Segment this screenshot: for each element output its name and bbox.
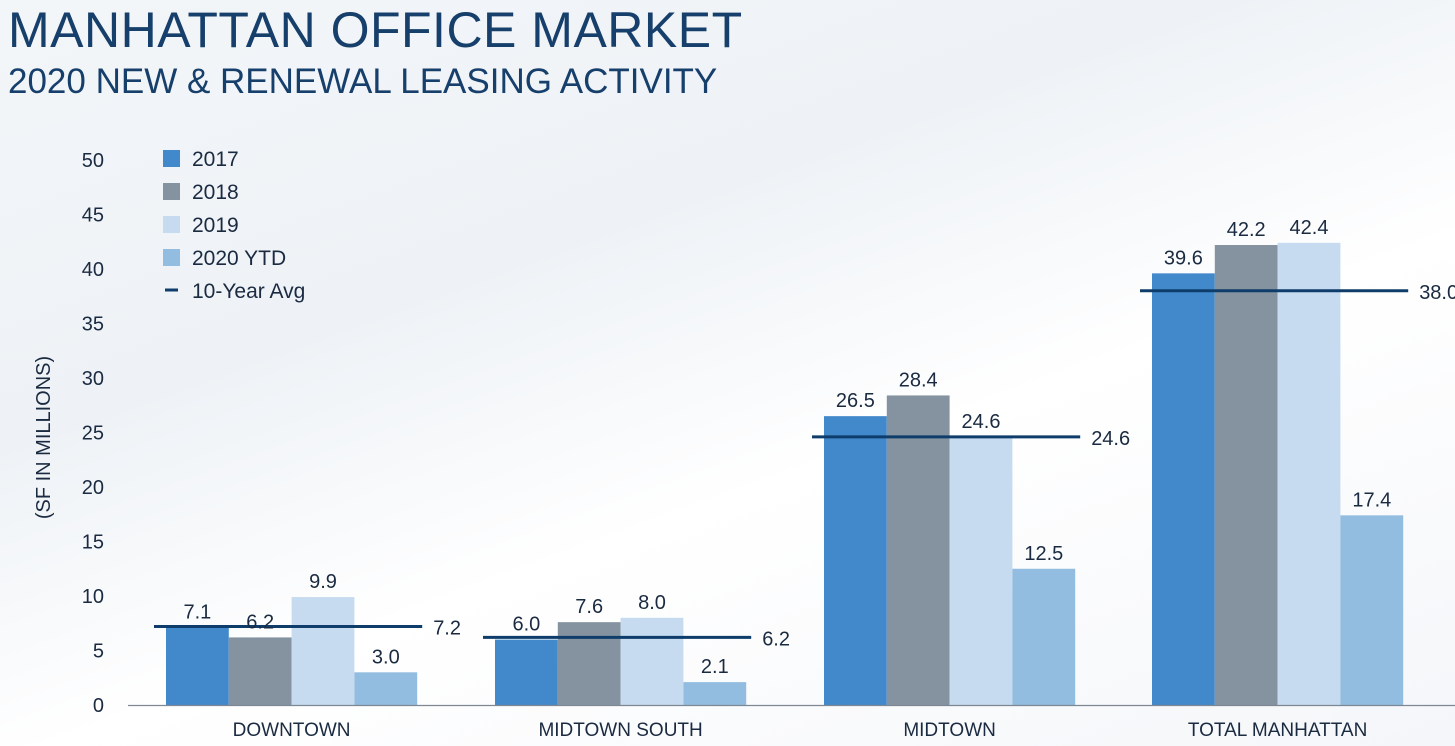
bar — [166, 627, 229, 705]
bar — [228, 637, 292, 705]
x-category-label: MIDTOWN SOUTH — [538, 720, 702, 741]
bar — [683, 682, 747, 705]
ten-year-avg-label: 7.2 — [433, 618, 461, 640]
bar — [620, 617, 684, 705]
y-tick-label: 30 — [82, 368, 104, 390]
y-tick-label: 10 — [82, 586, 104, 608]
legend-swatch — [163, 183, 180, 200]
bar-value-label: 39.6 — [1164, 247, 1203, 269]
legend-label: 2019 — [192, 214, 239, 237]
bar — [291, 597, 355, 705]
bar-value-label: 42.2 — [1227, 219, 1266, 241]
bar-series — [166, 242, 1404, 705]
bar-value-label: 12.5 — [1024, 543, 1063, 565]
x-category-label: DOWNTOWN — [233, 720, 351, 741]
bar — [949, 436, 1013, 705]
bar — [1214, 245, 1278, 705]
bar — [1340, 515, 1404, 705]
bar — [495, 639, 558, 705]
y-tick-label: 40 — [82, 259, 104, 281]
legend-swatch — [163, 249, 180, 266]
bar-value-label: 3.0 — [372, 646, 400, 668]
ten-year-avg-label: 38.0 — [1419, 282, 1455, 304]
bar — [354, 672, 418, 705]
ten-year-avg-label: 6.2 — [762, 628, 790, 650]
bar — [1277, 242, 1341, 705]
x-axis: DOWNTOWN MIDTOWN SOUTH MIDTOWN TOTAL MANHAT… — [128, 704, 1455, 741]
bar-value-label: 42.4 — [1290, 217, 1329, 239]
y-axis-title: (SF IN MILLIONS) — [33, 356, 55, 519]
bar — [824, 416, 887, 705]
y-axis: 0 5 10 15 20 25 30 35 40 45 50 (SF IN MILLIONS) — [33, 150, 104, 717]
ten-year-avg-lines — [154, 289, 1409, 639]
x-category-label: MIDTOWN — [903, 720, 996, 741]
y-tick-label: 25 — [82, 423, 104, 445]
legend-label: 2018 — [192, 181, 239, 204]
legend-label: 10-Year Avg — [192, 280, 305, 303]
bar — [886, 395, 950, 705]
legend-label: 2017 — [192, 148, 239, 171]
bar-value-label: 7.6 — [575, 596, 603, 618]
y-tick-label: 5 — [93, 641, 104, 663]
x-category-label: TOTAL MANHATTAN — [1188, 720, 1367, 741]
bar-value-label: 6.2 — [246, 611, 274, 633]
bar-value-label: 2.1 — [701, 656, 729, 678]
legend-label: 2020 YTD — [192, 247, 286, 270]
bar — [1012, 568, 1076, 705]
bar-value-label: 9.9 — [309, 571, 337, 593]
page-subtitle: 2020 NEW & RENEWAL LEASING ACTIVITY — [8, 62, 718, 101]
ten-year-avg-label: 24.6 — [1091, 428, 1130, 450]
bar-value-label: 8.0 — [638, 592, 666, 614]
legend-swatch — [163, 216, 180, 233]
bar — [557, 622, 621, 705]
y-tick-label: 45 — [82, 205, 104, 227]
legend-swatch — [163, 150, 180, 167]
bar-value-label: 24.6 — [962, 411, 1001, 433]
bar — [1152, 273, 1215, 705]
y-tick-label: 35 — [82, 314, 104, 336]
bar-value-label: 28.4 — [899, 369, 938, 391]
page-title: MANHATTAN OFFICE MARKET — [8, 2, 743, 58]
bar-value-label: 26.5 — [836, 390, 875, 412]
data-labels: 7.1 6.0 26.5 39.6 6.2 7.6 28.4 42.2 9.9 8.0 24.6 42… — [183, 217, 1455, 678]
y-tick-label: 20 — [82, 477, 104, 499]
bar-value-label: 17.4 — [1352, 489, 1391, 511]
bar-value-label: 6.0 — [512, 614, 540, 636]
y-tick-label: 0 — [93, 695, 104, 717]
bar-value-label: 7.1 — [183, 602, 211, 624]
y-tick-label: 15 — [82, 532, 104, 554]
legend: 2017 2018 2019 2020 YTD 10-Year Avg — [163, 148, 305, 303]
y-tick-label: 50 — [82, 150, 104, 172]
